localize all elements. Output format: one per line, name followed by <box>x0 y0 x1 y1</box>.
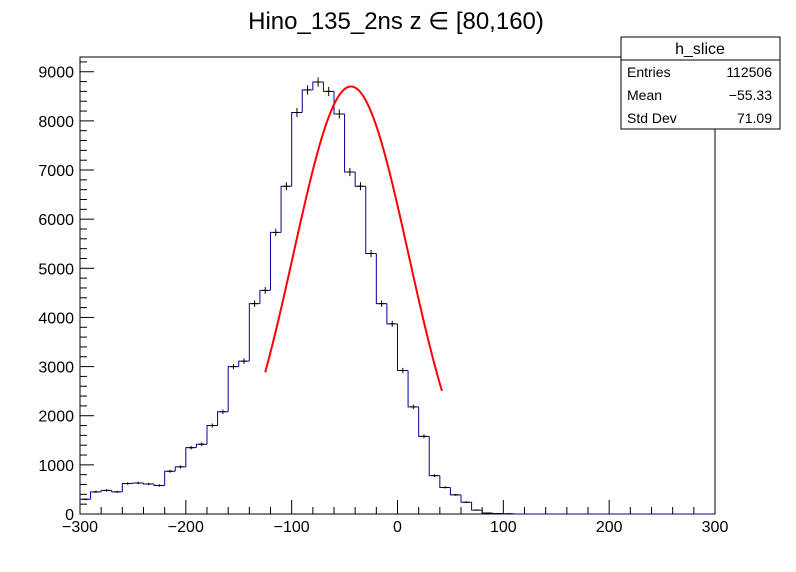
x-tick-label: 0 <box>393 519 402 536</box>
y-tick-label: 6000 <box>38 212 74 229</box>
error-bars <box>82 77 512 515</box>
histogram-bin <box>375 253 387 305</box>
y-tick-label: 7000 <box>38 163 74 180</box>
y-tick-label: 9000 <box>38 65 74 82</box>
x-tick-label: −100 <box>274 519 310 536</box>
y-tick-label: 8000 <box>38 114 74 131</box>
histogram-bin <box>206 425 218 445</box>
histogram-bin <box>365 186 377 255</box>
y-tick-label: 4000 <box>38 310 74 327</box>
x-tick-label: −300 <box>62 519 98 536</box>
stats-mean-value: −55.33 <box>729 87 772 103</box>
x-tick-label: 200 <box>596 519 623 536</box>
y-tick-label: 2000 <box>38 409 74 426</box>
stats-box-title: h_slice <box>675 41 725 58</box>
histogram-bin <box>121 483 133 492</box>
histogram-bin <box>227 366 239 412</box>
histogram-bins <box>79 81 715 515</box>
histogram-bin <box>418 406 430 437</box>
y-tick-label: 5000 <box>38 261 74 278</box>
stats-mean-label: Mean <box>627 87 662 103</box>
chart-title: Hino_135_2ns z ∈ [80,160) <box>248 8 544 35</box>
histogram-bin <box>79 498 91 514</box>
x-tick-label: −200 <box>168 519 204 536</box>
histogram-bin <box>280 185 292 233</box>
stats-entries-label: Entries <box>627 64 671 80</box>
histogram-bin <box>449 487 461 496</box>
histogram-bin <box>344 114 356 173</box>
y-tick-label: 1000 <box>38 458 74 475</box>
histogram-bin <box>90 491 102 500</box>
histogram-bin <box>397 323 409 372</box>
stats-stddev-label: Std Dev <box>627 110 677 126</box>
x-tick-label: 300 <box>702 519 729 536</box>
histogram-bin <box>291 112 303 187</box>
histogram-bin <box>439 475 451 488</box>
y-tick-label: 0 <box>65 507 74 524</box>
x-tick-label: 100 <box>490 519 517 536</box>
axes: −300 −200 −100 0 100 200 300010002000300040005… <box>38 61 729 536</box>
stats-stddev-value: 71.09 <box>737 110 772 126</box>
stats-box-frame <box>620 36 781 130</box>
y-tick-label: 3000 <box>38 360 74 377</box>
plot-frame <box>79 56 716 515</box>
histogram-bin <box>164 470 176 486</box>
gaussian-fit-curve <box>264 85 443 392</box>
stats-box: h_slice Entries 112506 Mean −55.33 Std D… <box>620 36 781 130</box>
histogram-bin <box>471 502 483 511</box>
stats-entries-value: 112506 <box>726 64 772 80</box>
histogram-bin <box>270 231 282 291</box>
histogram-bin <box>428 436 440 477</box>
histogram-bin <box>460 494 472 503</box>
histogram-bin <box>248 303 260 362</box>
histogram-bin <box>407 370 419 408</box>
histogram-bin <box>185 447 197 467</box>
